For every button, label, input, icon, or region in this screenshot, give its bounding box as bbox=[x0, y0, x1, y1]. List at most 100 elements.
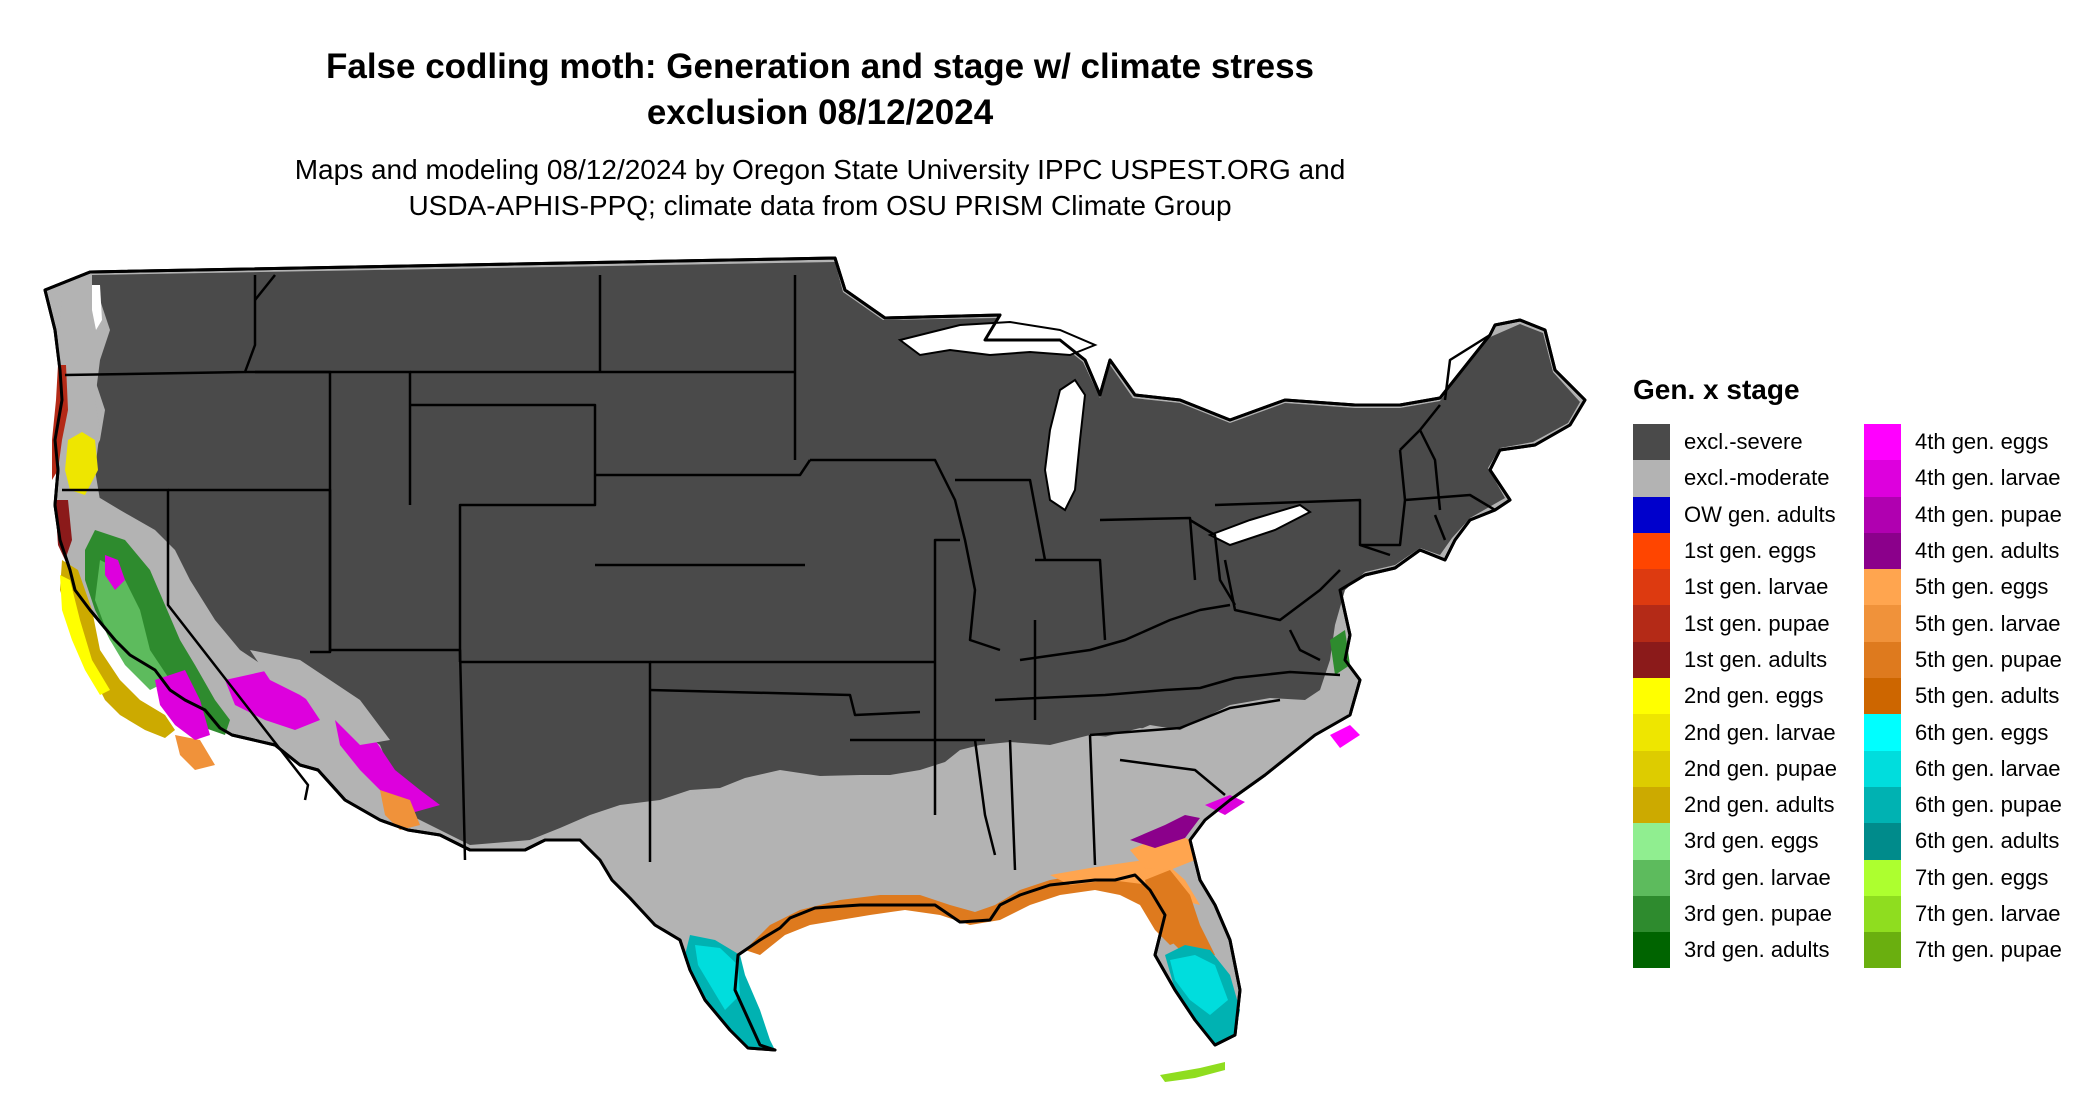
california-3rd-gen-eggs bbox=[95, 560, 170, 690]
legend-label: 4th gen. eggs bbox=[1915, 429, 2049, 455]
legend-swatch bbox=[1633, 750, 1670, 787]
legend-item: 4th gen. pupae bbox=[1864, 496, 2095, 533]
legend-label: 4th gen. adults bbox=[1915, 538, 2060, 564]
florida-6th-eggs bbox=[1170, 955, 1228, 1015]
legend-swatch bbox=[1633, 460, 1670, 497]
california-coast-2nd-gen bbox=[60, 560, 175, 738]
legend-swatch bbox=[1633, 823, 1670, 860]
legend-title: Gen. x stage bbox=[1633, 374, 1800, 405]
legend-item: 2nd gen. eggs bbox=[1633, 678, 1864, 715]
legend-swatch bbox=[1633, 605, 1670, 642]
legend-swatch bbox=[1633, 714, 1670, 751]
legend-swatch bbox=[1633, 424, 1670, 461]
legend-label: 5th gen. eggs bbox=[1915, 574, 2049, 600]
legend-swatch bbox=[1864, 859, 1901, 896]
legend-item: 4th gen. larvae bbox=[1864, 460, 2095, 497]
legend-swatch bbox=[1633, 532, 1670, 570]
legend-swatch bbox=[1633, 641, 1670, 679]
legend-swatch bbox=[1864, 750, 1901, 787]
legend-item: 2nd gen. adults bbox=[1633, 786, 1864, 824]
legend-swatch bbox=[1864, 823, 1901, 860]
legend-label: 1st gen. adults bbox=[1684, 646, 1828, 672]
map-title-line-1: False codling moth: Generation and stage… bbox=[325, 47, 1315, 86]
legend-label: 3rd gen. larvae bbox=[1684, 864, 1831, 890]
us-outline bbox=[43, 256, 1587, 1052]
california-4th-gen-north bbox=[105, 555, 125, 590]
legend-label: excl.-severe bbox=[1684, 429, 1803, 455]
legend-label: OW gen. adults bbox=[1684, 501, 1836, 527]
excl-severe-zone bbox=[85, 262, 1580, 845]
legend-swatch bbox=[1864, 424, 1901, 461]
legend-swatch bbox=[1864, 569, 1901, 606]
legend-label: 6th gen. pupae bbox=[1915, 792, 2062, 818]
florida-5th-gen bbox=[1145, 870, 1215, 960]
legend-swatch bbox=[1633, 895, 1670, 933]
legend-item: 2nd gen. larvae bbox=[1633, 714, 1864, 751]
legend-swatch bbox=[1864, 895, 1901, 933]
legend-columns: excl.-severe excl.-moderate OW gen. adults… bbox=[1633, 424, 2095, 969]
legend-column: excl.-severe excl.-moderate OW gen. adults… bbox=[1633, 424, 1864, 969]
legend-label: 4th gen. larvae bbox=[1915, 465, 2061, 491]
lake-erie bbox=[1207, 503, 1312, 547]
legend-item: 4th gen. eggs bbox=[1864, 424, 2095, 461]
map-subtitle: Maps and modeling 08/12/2024 by Oregon S… bbox=[0, 152, 1640, 224]
legend-swatch bbox=[1864, 932, 1901, 969]
legend-label: 5th gen. larvae bbox=[1915, 610, 2061, 636]
legend-item: 5th gen. larvae bbox=[1864, 605, 2095, 642]
gulf-coast-5th-eggs bbox=[1050, 858, 1200, 905]
california-coast-yellow bbox=[60, 575, 110, 695]
map-title: False codling moth: Generation and stage… bbox=[0, 44, 1640, 136]
legend-label: 6th gen. eggs bbox=[1915, 719, 2049, 745]
legend-item: excl.-severe bbox=[1633, 424, 1864, 461]
legend-item: 1st gen. eggs bbox=[1633, 532, 1864, 570]
legend-label: 4th gen. pupae bbox=[1915, 501, 2062, 527]
gulf-coast-5th-gen bbox=[745, 865, 1195, 955]
legend-label: 2nd gen. larvae bbox=[1684, 719, 1836, 745]
map-subtitle-line-2: USDA-APHIS-PPQ; climate data from OSU PR… bbox=[408, 190, 1232, 221]
legend-item: 5th gen. adults bbox=[1864, 678, 2095, 715]
legend-swatch bbox=[1633, 932, 1670, 969]
legend-item: 3rd gen. pupae bbox=[1633, 895, 1864, 933]
legend-item: 2nd gen. pupae bbox=[1633, 750, 1864, 787]
legend-swatch bbox=[1864, 532, 1901, 570]
legend-label: 3rd gen. eggs bbox=[1684, 828, 1819, 854]
texas-6th-eggs bbox=[695, 945, 740, 1010]
legend-label: 2nd gen. eggs bbox=[1684, 683, 1824, 709]
coast-2nd-gen-north bbox=[65, 432, 98, 495]
coast-1st-adults bbox=[55, 500, 72, 560]
us-map bbox=[43, 256, 1587, 1082]
state-borders bbox=[62, 274, 1496, 871]
delmarva-3rd-gen bbox=[1330, 630, 1350, 675]
legend-item: 1st gen. larvae bbox=[1633, 569, 1864, 606]
legend-item: 7th gen. pupae bbox=[1864, 932, 2095, 969]
legend-swatch bbox=[1633, 786, 1670, 824]
legend-item: 6th gen. larvae bbox=[1864, 750, 2095, 787]
legend-swatch bbox=[1633, 678, 1670, 715]
legend-item: 1st gen. pupae bbox=[1633, 605, 1864, 642]
legend-swatch bbox=[1864, 678, 1901, 715]
legend-swatch bbox=[1864, 605, 1901, 642]
desert-magenta-1 bbox=[225, 670, 320, 730]
legend-item: 6th gen. adults bbox=[1864, 823, 2095, 860]
legend-column: 4th gen. eggs 4th gen. larvae 4th gen. pup… bbox=[1864, 424, 2095, 969]
legend-swatch bbox=[1633, 496, 1670, 533]
georgia-4th-gen bbox=[1130, 815, 1200, 848]
california-orange-coast bbox=[175, 735, 215, 770]
legend-label: 7th gen. larvae bbox=[1915, 901, 2061, 926]
map-title-line-2: exclusion 08/12/2024 bbox=[646, 93, 994, 132]
legend-swatch bbox=[1864, 496, 1901, 533]
legend-label: 1st gen. pupae bbox=[1684, 610, 1830, 636]
legend-item: 4th gen. adults bbox=[1864, 532, 2095, 570]
legend-item: 7th gen. eggs bbox=[1864, 859, 2095, 896]
legend-label: 2nd gen. pupae bbox=[1684, 755, 1837, 781]
legend-item: 3rd gen. larvae bbox=[1633, 859, 1864, 896]
legend-label: 1st gen. eggs bbox=[1684, 538, 1817, 564]
puget-sound bbox=[92, 285, 102, 330]
florida-keys-7th-gen bbox=[1160, 1062, 1225, 1082]
legend-label: 6th gen. adults bbox=[1915, 828, 2060, 854]
arizona-moderate-patch bbox=[250, 650, 390, 745]
legend-swatch bbox=[1633, 569, 1670, 606]
legend-label: excl.-moderate bbox=[1684, 465, 1830, 491]
legend-swatch bbox=[1633, 859, 1670, 896]
legend-label: 7th gen. eggs bbox=[1915, 864, 2049, 890]
